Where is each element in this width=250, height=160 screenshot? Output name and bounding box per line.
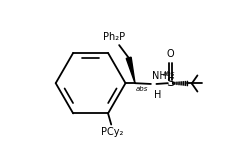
Text: abs: abs <box>135 86 147 92</box>
Text: H: H <box>153 90 160 100</box>
Text: PCy₂: PCy₂ <box>100 127 123 137</box>
Text: Ph₂P: Ph₂P <box>102 32 125 42</box>
Polygon shape <box>126 57 134 83</box>
Text: NH: NH <box>152 71 166 81</box>
Text: abs: abs <box>162 71 175 77</box>
Text: O: O <box>166 49 174 59</box>
Text: S: S <box>166 76 174 89</box>
